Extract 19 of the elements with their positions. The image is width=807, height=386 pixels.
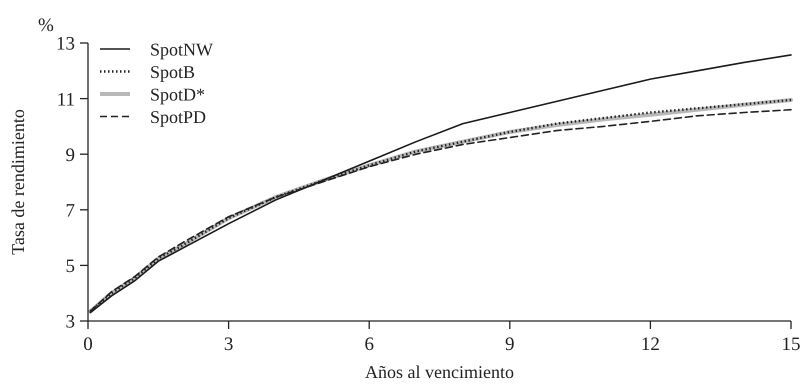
- text: %: [38, 15, 54, 36]
- y-tick-label: 5: [66, 256, 75, 278]
- y-tick-label: 3: [66, 312, 75, 333]
- x-tick-label: 0: [83, 334, 93, 355]
- x-tick-label: 15: [782, 334, 800, 355]
- y-axis-title: Tasa de rendimiento: [8, 109, 28, 255]
- x-tick-label: 9: [505, 334, 515, 355]
- legend-label: SpotD*: [150, 84, 206, 104]
- y-tick-label: 9: [66, 144, 75, 166]
- legend-label: SpotB: [150, 62, 196, 82]
- legend-label: SpotNW: [150, 39, 214, 60]
- legend-label: SpotPD: [150, 106, 206, 127]
- x-tick-label: 12: [640, 334, 660, 355]
- x-tick-label: 3: [224, 334, 234, 355]
- y-tick-label: 13: [56, 34, 75, 55]
- x-axis-title: Años al vencimiento: [365, 362, 514, 382]
- y-tick-label: 11: [56, 89, 75, 110]
- x-tick-label: 6: [364, 334, 374, 355]
- y-tick-label: 7: [66, 200, 75, 222]
